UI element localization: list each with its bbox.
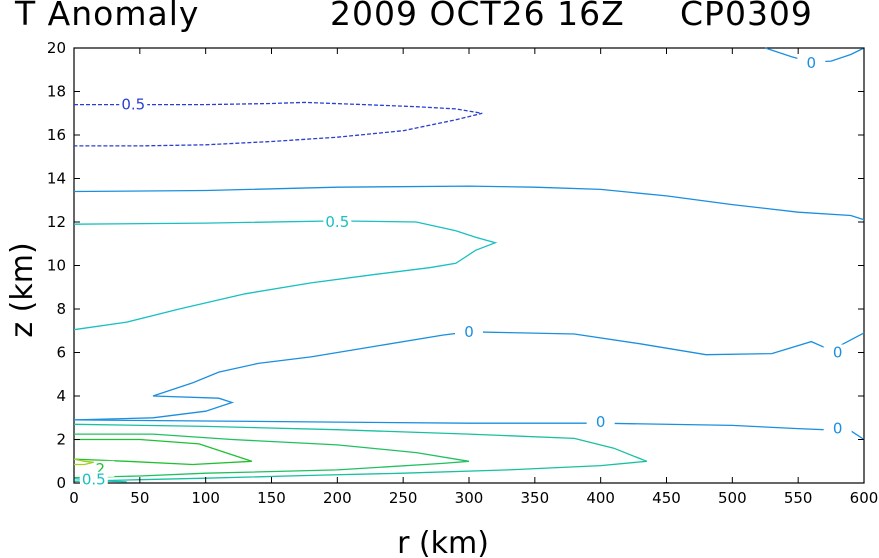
x-tick-label: 550 <box>784 489 813 507</box>
x-tick-label: 150 <box>257 489 286 507</box>
contour-label-bg <box>586 414 615 431</box>
contour-line <box>73 220 498 331</box>
y-tick-label: 8 <box>56 300 66 318</box>
contour-label: 0.5 <box>82 471 106 489</box>
plot-border <box>73 47 865 484</box>
y-tick-label: 0 <box>56 474 66 492</box>
y-tick-label: 16 <box>47 126 66 144</box>
contour-line <box>73 433 470 479</box>
contour-label: 0 <box>807 54 817 72</box>
contour-label-bg <box>823 420 852 437</box>
x-tick-label: 600 <box>850 489 879 507</box>
x-tick-label: 200 <box>323 489 352 507</box>
x-tick-label: 250 <box>389 489 418 507</box>
y-tick-label: 10 <box>47 257 66 275</box>
contour-label: 0 <box>464 323 474 341</box>
chart-title: T Anomaly <box>15 0 200 33</box>
contour-line <box>73 423 648 482</box>
contour-label-bg <box>455 323 483 340</box>
y-tick-label: 6 <box>56 344 66 362</box>
chart-datetime: 2009 OCT26 16Z <box>330 0 625 33</box>
contour-line <box>74 101 483 147</box>
contour-line <box>73 458 94 466</box>
x-tick-label: 100 <box>191 489 220 507</box>
x-tick-label: 300 <box>455 489 484 507</box>
storm-id: CP0309 <box>680 0 813 33</box>
x-tick-label: 50 <box>130 489 149 507</box>
y-tick-label: 20 <box>47 39 66 57</box>
contour-line <box>73 438 253 466</box>
x-tick-label: 400 <box>586 489 615 507</box>
x-tick-label: 0 <box>69 489 79 507</box>
contour-label-bg <box>79 471 108 488</box>
contour-label-bg <box>797 55 826 72</box>
contour-label: 0.5 <box>121 96 145 114</box>
y-tick-label: 4 <box>56 387 66 405</box>
y-axis-label: z (km) <box>5 242 40 337</box>
contour-label: 2 <box>96 460 106 478</box>
axis-ticks: 0 50 100 150 200 250 300 350 400 450 500 550 6000246… <box>47 39 878 507</box>
contour-label-bg <box>119 96 148 113</box>
contour-label-bg <box>823 344 852 361</box>
x-tick-label: 500 <box>718 489 747 507</box>
contour-line <box>73 331 865 421</box>
y-tick-label: 18 <box>47 83 66 101</box>
y-tick-label: 12 <box>47 213 66 231</box>
contour-line <box>73 185 865 221</box>
x-tick-label: 350 <box>521 489 550 507</box>
contour-label: 0 <box>833 420 843 438</box>
contour-label: 0 <box>833 344 843 362</box>
y-tick-label: 14 <box>47 170 66 188</box>
x-axis-label: r (km) <box>397 526 489 558</box>
contour-label-bg <box>323 214 352 230</box>
contour-label: 0.5 <box>325 213 349 231</box>
y-tick-label: 2 <box>56 431 66 449</box>
plot-frame <box>73 47 865 484</box>
x-tick-label: 450 <box>652 489 681 507</box>
contour-label: 0 <box>596 413 606 431</box>
